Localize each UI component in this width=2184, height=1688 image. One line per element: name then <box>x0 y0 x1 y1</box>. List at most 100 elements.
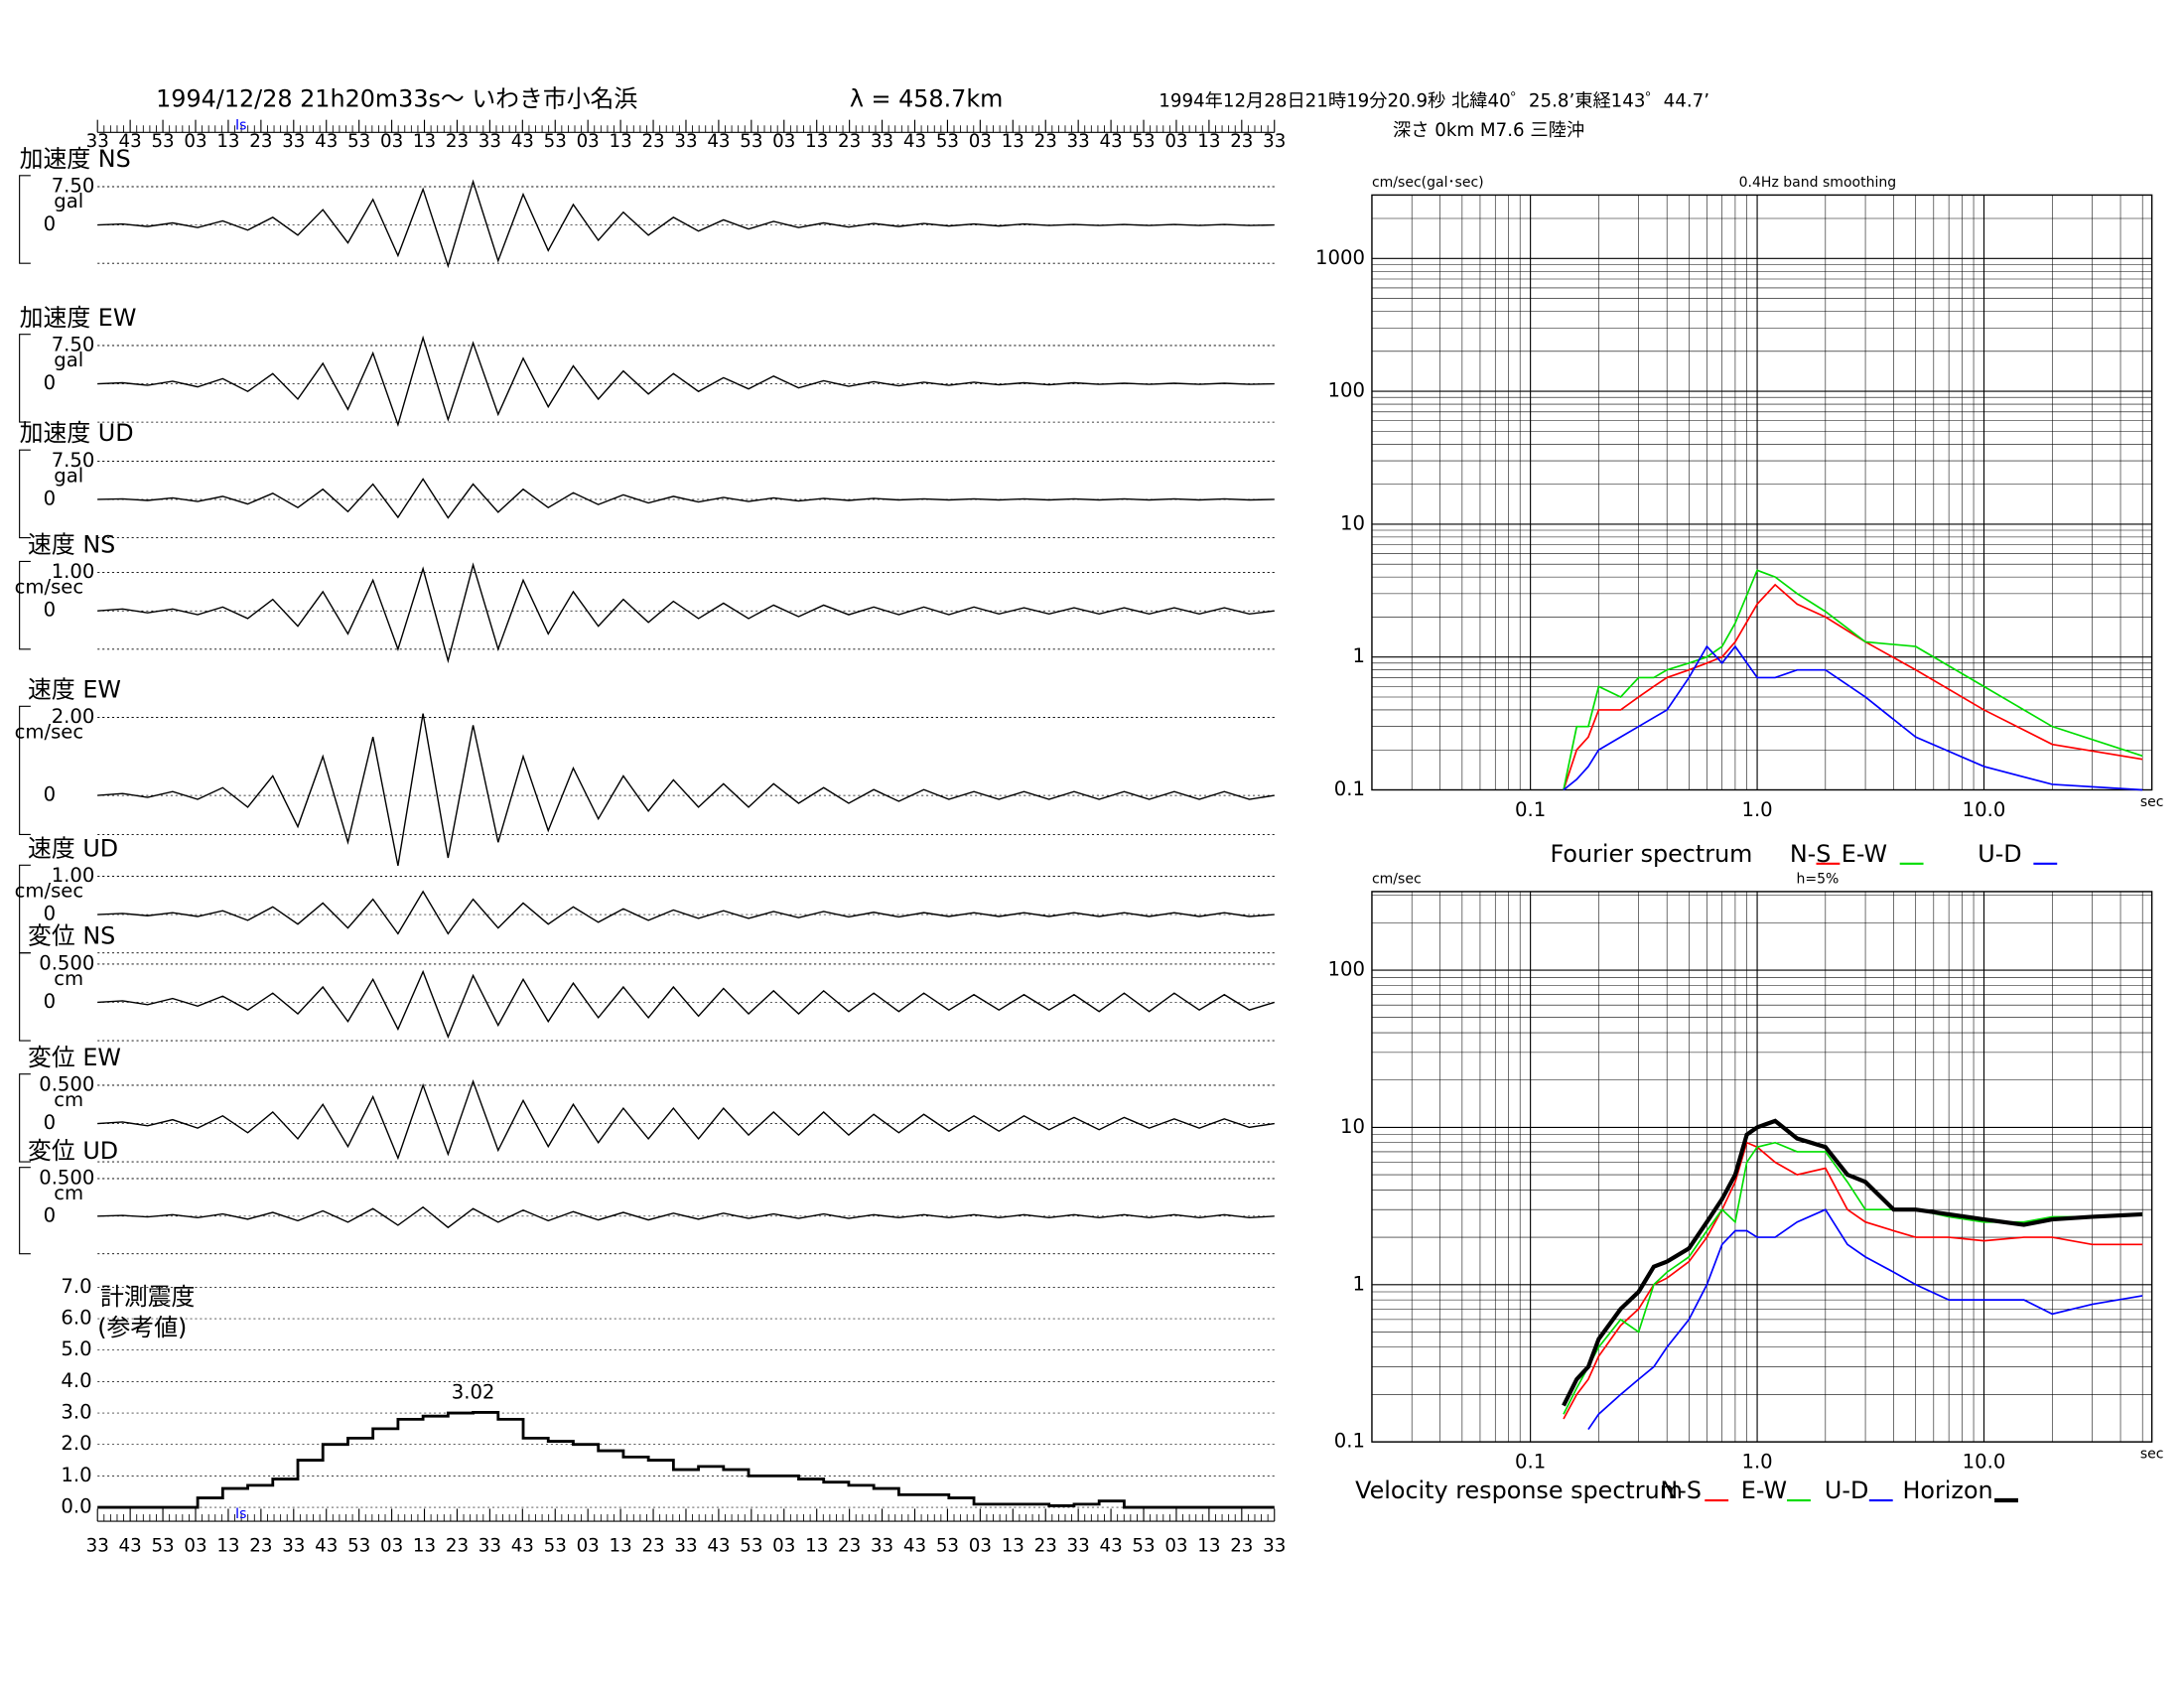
time-label: 33 <box>1263 131 1286 152</box>
trace-bracket <box>19 175 31 264</box>
note: 0.4Hz band smoothing <box>1739 175 1897 191</box>
legend-label: Horizon <box>1902 1477 1992 1504</box>
y-tick-label: 0 <box>44 599 57 622</box>
time-label: 53 <box>544 131 567 152</box>
trace-unit: gal <box>54 190 83 212</box>
time-label: 53 <box>544 1535 567 1556</box>
time-label: 43 <box>511 1535 534 1556</box>
spectrum-line <box>1563 569 2143 790</box>
time-label: 53 <box>347 131 370 152</box>
time-label: 03 <box>772 131 795 152</box>
time-label: 33 <box>871 131 893 152</box>
x-tick-label: 10.0 <box>1963 798 2006 821</box>
legend-label: E-W <box>1741 1477 1787 1504</box>
y-tick-label: 7.50 <box>52 449 95 472</box>
y-tick-label: 2.0 <box>61 1432 91 1455</box>
time-label: 13 <box>216 1535 239 1556</box>
waveform <box>97 179 1275 269</box>
intensity-curve <box>97 1411 1275 1509</box>
y-tick-label: 7.0 <box>61 1275 91 1298</box>
note: h=5% <box>1796 871 1839 887</box>
time-label: 13 <box>805 131 828 152</box>
time-label: 03 <box>969 1535 992 1556</box>
time-label: 33 <box>674 131 697 152</box>
y-tick-label: 0 <box>44 1203 57 1226</box>
y-tick-label: 100 <box>1327 958 1364 981</box>
trace-unit: cm <box>54 1182 83 1204</box>
waveform <box>97 1078 1275 1161</box>
y-tick-label: 10 <box>1340 1115 1365 1138</box>
y-tick-label: 0 <box>44 487 57 509</box>
time-label: 23 <box>838 1535 861 1556</box>
time-label: 13 <box>610 1535 632 1556</box>
time-label: 43 <box>707 1535 730 1556</box>
time-label: 03 <box>969 131 992 152</box>
legend-label: U-D <box>1825 1477 1868 1504</box>
y-tick-label: 0.0 <box>61 1495 91 1518</box>
trace-bracket <box>19 1073 31 1163</box>
peak-label: 3.02 <box>452 1380 495 1403</box>
y-tick-label: 0.1 <box>1334 1430 1365 1453</box>
time-label: 43 <box>511 131 534 152</box>
y-tick-label: 0 <box>44 903 57 925</box>
time-label: 23 <box>1230 1535 1253 1556</box>
time-label: 03 <box>1164 1535 1187 1556</box>
y-tick-label: 0.500 <box>39 1072 94 1095</box>
y-tick-label: 7.50 <box>52 175 95 198</box>
time-label: 43 <box>119 1535 142 1556</box>
time-label: 03 <box>184 131 206 152</box>
time-label: 23 <box>249 131 272 152</box>
y-tick-label: 1 <box>1352 1272 1365 1295</box>
x-tick-label: 0.1 <box>1515 1451 1546 1474</box>
trace-unit: cm <box>54 1088 83 1111</box>
y-unit: cm/sec(gal･sec) <box>1372 175 1484 191</box>
trace-name: 速度 NS <box>28 530 115 558</box>
trace-unit: cm/sec <box>15 576 84 599</box>
y-tick-label: 1 <box>1352 644 1365 667</box>
time-label: 23 <box>446 131 469 152</box>
time-label: 13 <box>1002 1535 1024 1556</box>
x-tick-label: 10.0 <box>1963 1451 2006 1474</box>
x-unit: sec <box>2140 1447 2164 1463</box>
time-label: 33 <box>1263 1535 1286 1556</box>
y-tick-label: 0 <box>44 783 57 806</box>
trace-name: 変位 NS <box>28 922 115 950</box>
y-tick-label: 6.0 <box>61 1307 91 1330</box>
time-label: 23 <box>446 1535 469 1556</box>
trace-unit: cm <box>54 967 83 990</box>
time-label: 33 <box>86 1535 109 1556</box>
time-label: 03 <box>577 131 600 152</box>
x-unit: sec <box>2140 794 2164 810</box>
spectrum-line <box>1563 644 2143 791</box>
y-tick-label: 1.0 <box>61 1464 91 1486</box>
spectrum-line <box>1563 1141 2143 1420</box>
y-tick-label: 1.00 <box>52 560 95 583</box>
marker-label: Is <box>235 117 246 133</box>
time-label: 43 <box>315 1535 338 1556</box>
header-event: 1994年12月28日21時19分20.9秒 北緯40゜25.8’東経143゜4… <box>1159 90 1709 111</box>
trace-unit: gal <box>54 464 83 487</box>
time-label: 53 <box>347 1535 370 1556</box>
time-label: 53 <box>936 131 959 152</box>
time-label: 33 <box>1067 131 1090 152</box>
time-label: 03 <box>380 131 403 152</box>
time-label: 03 <box>380 1535 403 1556</box>
time-label: 13 <box>610 131 632 152</box>
time-label: 53 <box>740 1535 762 1556</box>
y-unit: cm/sec <box>1372 871 1422 887</box>
time-label: 33 <box>871 1535 893 1556</box>
time-label: 33 <box>478 1535 501 1556</box>
time-label: 43 <box>1099 131 1122 152</box>
time-label: 23 <box>249 1535 272 1556</box>
x-tick-label: 1.0 <box>1741 798 1772 821</box>
time-label: 13 <box>1002 131 1024 152</box>
time-label: 23 <box>1230 131 1253 152</box>
figure: 1994/12/28 21h20m33s～ いわき市小名浜 λ = 458.7k… <box>15 85 2164 1557</box>
time-label: 13 <box>805 1535 828 1556</box>
waveform <box>97 1205 1275 1229</box>
spectrum-line <box>1587 1208 2143 1431</box>
waveform <box>97 969 1275 1040</box>
y-tick-label: 0.500 <box>39 1166 94 1189</box>
time-label: 13 <box>216 131 239 152</box>
